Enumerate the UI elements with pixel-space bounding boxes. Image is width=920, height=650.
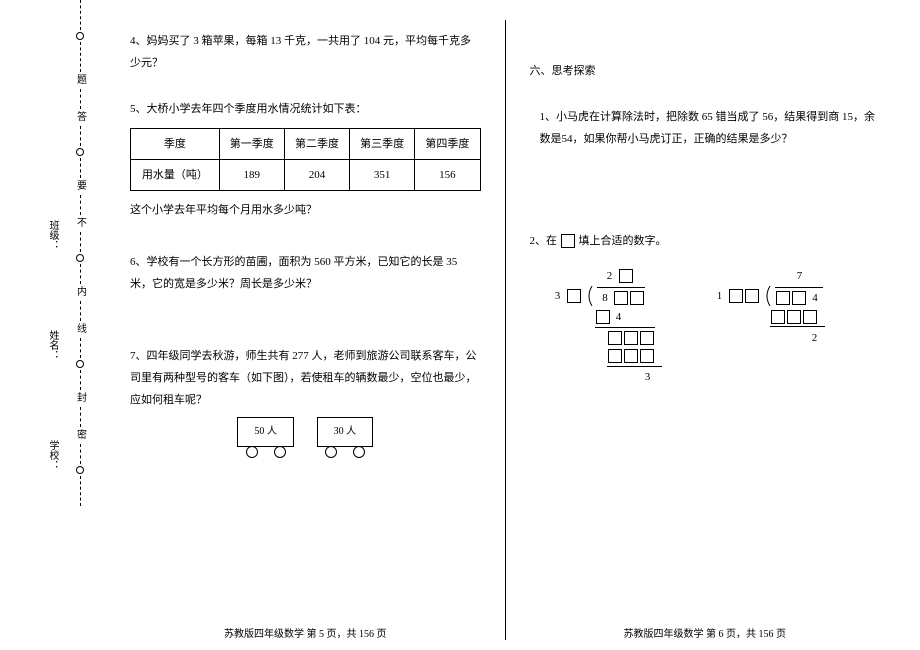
long-division-2: 7 1 4 (712, 266, 825, 387)
bus-diagram: 50 人 30 人 (130, 417, 481, 458)
question-5: 5、大桥小学去年四个季度用水情况统计如下表： 季度 第一季度 第二季度 第三季度… (130, 98, 481, 221)
seal-char: 线 (73, 323, 88, 336)
table-header: 第一季度 (219, 129, 284, 160)
question-6: 6、学校有一个长方形的苗圃，面积为 560 平方米，已知它的长是 35 米，它的… (130, 251, 481, 295)
right-page: 六、思考探索 1、小马虎在计算除法时，把除数 65 错当成了 56，结果得到商 … (510, 20, 901, 640)
table-cell: 189 (219, 160, 284, 191)
q5-lead: 5、大桥小学去年四个季度用水情况统计如下表： (130, 98, 481, 120)
bus-30: 30 人 (317, 417, 374, 458)
table-header: 第四季度 (415, 129, 480, 160)
table-header: 季度 (131, 129, 220, 160)
long-division-1: 2 3 8 4 (550, 266, 662, 387)
question-r2: 2、在 填上合适的数字。 2 3 8 (530, 230, 881, 387)
question-7: 7、四年级同学去秋游，师生共有 277 人，老师到旅游公司联系客车，公司里有两种… (130, 345, 481, 458)
seal-char: 要 (73, 180, 88, 193)
table-cell: 351 (350, 160, 415, 191)
table-row-label: 用水量（吨） (131, 160, 220, 191)
q5-tail: 这个小学去年平均每个月用水多少吨？ (130, 199, 481, 221)
blank-box-icon (561, 234, 575, 248)
long-division-row: 2 3 8 4 (530, 266, 881, 387)
label-name: 姓名： (45, 330, 60, 360)
seal-char: 内 (73, 286, 88, 299)
bus-50: 50 人 (237, 417, 294, 458)
label-class: 班级： (45, 220, 60, 250)
table-cell: 156 (415, 160, 480, 191)
column-divider (505, 20, 506, 640)
label-school: 学校： (45, 440, 60, 470)
table-header: 第二季度 (284, 129, 349, 160)
page-two-column: 4、妈妈买了 3 箱苹果，每箱 13 千克，一共用了 104 元，平均每千克多少… (110, 20, 900, 640)
question-4: 4、妈妈买了 3 箱苹果，每箱 13 千克，一共用了 104 元，平均每千克多少… (130, 30, 481, 74)
left-page: 4、妈妈买了 3 箱苹果，每箱 13 千克，一共用了 104 元，平均每千克多少… (110, 20, 501, 640)
section-6-title: 六、思考探索 (530, 60, 881, 82)
seal-char: 答 (73, 111, 88, 124)
binding-seal-line: 题 答 要 不 内 线 封 密 (60, 0, 100, 650)
q2-lead: 2、在 (530, 235, 558, 247)
seal-char: 封 (73, 392, 88, 405)
seal-char: 密 (73, 429, 88, 442)
water-usage-table: 季度 第一季度 第二季度 第三季度 第四季度 用水量（吨） 189 204 35… (130, 128, 481, 191)
seal-char: 题 (73, 74, 88, 87)
left-footer: 苏教版四年级数学 第 5 页，共 156 页 (110, 625, 501, 640)
table-header: 第三季度 (350, 129, 415, 160)
right-footer: 苏教版四年级数学 第 6 页，共 156 页 (510, 625, 901, 640)
q7-text: 7、四年级同学去秋游，师生共有 277 人，老师到旅游公司联系客车，公司里有两种… (130, 345, 481, 411)
question-r1: 1、小马虎在计算除法时，把除数 65 错当成了 56，结果得到商 15，余数是5… (530, 106, 881, 150)
seal-char: 不 (73, 217, 88, 230)
margin-labels: 学校： 姓名： 班级： (45, 0, 59, 650)
q2-tail: 填上合适的数字。 (579, 235, 667, 247)
table-cell: 204 (284, 160, 349, 191)
